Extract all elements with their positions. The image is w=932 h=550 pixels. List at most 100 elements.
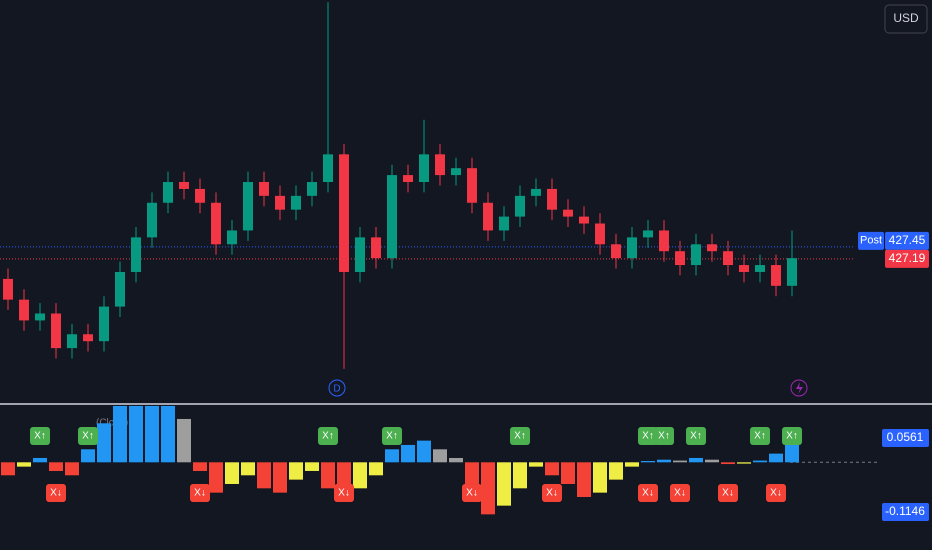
- signal-down-label: X↓: [546, 488, 558, 499]
- signal-up-label: X↑: [386, 431, 398, 442]
- candle-body: [675, 251, 685, 266]
- signal-down-box: [638, 484, 658, 502]
- histogram-bar: [113, 405, 127, 463]
- histogram-bar: [721, 462, 735, 465]
- signal-down-box: [542, 484, 562, 502]
- candle-body: [355, 237, 365, 272]
- candle-body: [259, 182, 269, 196]
- histogram-bar: [161, 405, 175, 463]
- candle-body: [371, 237, 381, 259]
- histogram-bar: [1, 462, 15, 476]
- signal-down-box: [670, 484, 690, 502]
- indicator-label: (Close): [96, 418, 128, 429]
- histogram-bar: [529, 462, 543, 467]
- candle-body: [83, 334, 93, 342]
- candle-body: [275, 195, 285, 210]
- candle-body: [707, 244, 717, 252]
- histogram-bar: [657, 459, 671, 463]
- signal-up-label: X↑: [754, 431, 766, 442]
- histogram-bar: [561, 462, 575, 484]
- candle-body: [419, 154, 429, 183]
- signal-up-box: [382, 427, 402, 445]
- signal-down-label: X↓: [770, 488, 782, 499]
- histogram-bar: [465, 462, 479, 484]
- histogram-bar: [481, 462, 495, 515]
- candle-body: [227, 230, 237, 245]
- candle-body: [211, 202, 221, 245]
- histogram-bar: [49, 462, 63, 471]
- histogram-bar: [353, 462, 367, 489]
- last-price-tag: [885, 249, 929, 268]
- signal-up-box: [654, 427, 674, 445]
- histogram-bar: [145, 405, 159, 463]
- histogram-bar: [593, 462, 607, 493]
- candle-body: [115, 271, 125, 307]
- signal-down-box: [766, 484, 786, 502]
- currency-button[interactable]: [884, 4, 928, 34]
- signal-up-label: X↑: [514, 431, 526, 442]
- candle-body: [451, 168, 461, 176]
- histogram-bar: [609, 462, 623, 480]
- post-tag: [858, 231, 884, 250]
- candle-body: [547, 188, 557, 210]
- histogram-bar: [641, 461, 655, 463]
- signal-down-label: X↓: [642, 488, 654, 499]
- histogram-bar: [241, 462, 255, 476]
- currency-label[interactable]: USD: [893, 11, 919, 25]
- candle-body: [531, 188, 541, 196]
- histogram-bar: [705, 459, 719, 463]
- signal-up-label: X↑: [658, 431, 670, 442]
- candle-body: [563, 209, 573, 217]
- signal-up-label: X↑: [786, 431, 798, 442]
- post-tag-label: Post: [860, 235, 882, 247]
- histogram-bar: [385, 449, 399, 463]
- histogram-bar: [513, 462, 527, 489]
- signal-down-label: X↓: [50, 488, 62, 499]
- indicator-value-tag: [882, 502, 929, 521]
- histogram-bar: [65, 462, 79, 476]
- histogram-bar: [17, 462, 31, 467]
- histogram-bar: [769, 453, 783, 463]
- histogram-bar: [449, 457, 463, 463]
- candle-body: [483, 202, 493, 231]
- histogram-bar: [97, 423, 111, 463]
- last-price-label: 427.19: [889, 251, 926, 265]
- signal-down-label: X↓: [722, 488, 734, 499]
- candle-body: [627, 237, 637, 259]
- candle-body: [3, 278, 13, 300]
- candle-body: [771, 265, 781, 286]
- histogram-bar: [129, 405, 143, 463]
- signal-up-box: [782, 427, 802, 445]
- signal-down-box: [190, 484, 210, 502]
- signal-down-label: X↓: [338, 488, 350, 499]
- histogram-bar: [369, 462, 383, 476]
- histogram-bar: [193, 462, 207, 471]
- signal-up-box: [30, 427, 50, 445]
- signal-down-box: [462, 484, 482, 502]
- event-marker[interactable]: [790, 379, 808, 397]
- candle-body: [19, 299, 29, 321]
- candle-body: [435, 154, 445, 176]
- candle-body: [787, 258, 797, 286]
- signal-down-box: [718, 484, 738, 502]
- candle-body: [723, 251, 733, 266]
- histogram-bar: [209, 462, 223, 493]
- candle-body: [147, 202, 157, 238]
- histogram-bar: [225, 462, 239, 484]
- histogram-bar: [417, 440, 431, 463]
- candle-body: [755, 265, 765, 272]
- signal-up-box: [750, 427, 770, 445]
- signal-up-box: [638, 427, 658, 445]
- signal-up-label: X↑: [82, 431, 94, 442]
- candle-body: [467, 168, 477, 203]
- candle-body: [323, 154, 333, 183]
- histogram-bar: [577, 462, 591, 497]
- signal-down-label: X↓: [466, 488, 478, 499]
- histogram-bar: [273, 462, 287, 493]
- dividend-marker[interactable]: [328, 379, 346, 397]
- candle-body: [195, 188, 205, 203]
- candle-body: [99, 306, 109, 342]
- histogram-bar: [625, 462, 639, 467]
- candle-body: [291, 195, 301, 210]
